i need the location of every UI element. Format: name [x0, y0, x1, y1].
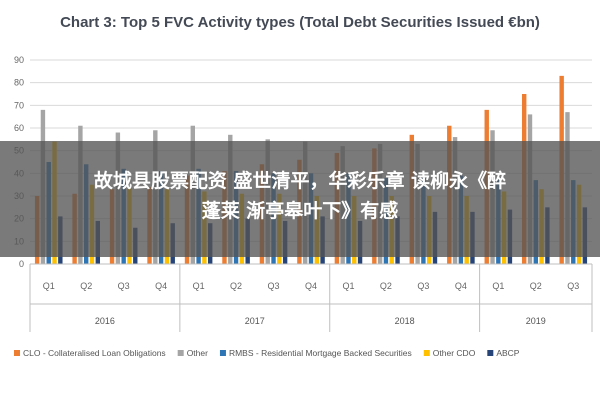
legend-label: ABCP [496, 348, 519, 358]
y-tick-label: 80 [14, 78, 24, 88]
x-tick-label: Q1 [342, 281, 354, 291]
legend: CLO - Collateralised Loan Obligations Oth… [14, 348, 520, 358]
overlay-caption-line-2: 蓬莱 渐亭皋叶下》有感 [201, 200, 399, 222]
x-tick-label: Q2 [80, 281, 92, 291]
legend-label: Other CDO [433, 348, 476, 358]
overlay-caption-line-1: 故城县股票配资 盛世清平，华彩乐章 读柳永《醉 [93, 170, 507, 192]
y-tick-label: 90 [14, 55, 24, 65]
x-tick-label: Q3 [567, 281, 579, 291]
x-tick-label: Q3 [417, 281, 429, 291]
legend-label: RMBS - Residential Mortgage Backed Secur… [229, 348, 412, 358]
overlay-caption: 故城县股票配资 盛世清平，华彩乐章 读柳永《醉 蓬莱 渐亭皋叶下》有感 [10, 166, 590, 226]
legend-swatch [219, 350, 226, 356]
chart-title: Chart 3: Top 5 FVC Activity types (Total… [60, 14, 540, 31]
legend-swatch [177, 350, 184, 356]
x-tick-label: Q3 [118, 281, 130, 291]
x-tick-label: Q4 [155, 281, 167, 291]
legend-swatch [423, 350, 430, 356]
y-tick-label: 0 [19, 259, 24, 269]
legend-label: Other [187, 348, 208, 358]
x-tick-label: Q2 [230, 281, 242, 291]
y-tick-label: 60 [14, 123, 24, 133]
y-tick-label: 70 [14, 100, 24, 110]
year-label: 2018 [395, 316, 415, 326]
x-tick-label: Q4 [455, 281, 467, 291]
legend-swatch [487, 350, 494, 356]
legend-swatch [14, 350, 20, 356]
legend-label: CLO - Collateralised Loan Obligations [23, 348, 166, 358]
overlay-banner [0, 141, 600, 257]
x-tick-label: Q1 [43, 281, 55, 291]
x-tick-label: Q2 [380, 281, 392, 291]
year-label: 2019 [526, 316, 546, 326]
x-tick-label: Q4 [305, 281, 317, 291]
x-axis: Q1 Q2 Q3 Q4 Q1 Q2 Q3 Q4 Q1 Q2 Q3 Q4 Q1 Q2 Q3 2016 2017 20… [29, 263, 593, 332]
x-tick-label: Q1 [492, 281, 504, 291]
x-tick-label: Q3 [268, 281, 280, 291]
year-label: 2017 [245, 316, 265, 326]
year-label: 2016 [95, 316, 115, 326]
x-tick-label: Q2 [530, 281, 542, 291]
x-tick-label: Q1 [193, 281, 205, 291]
